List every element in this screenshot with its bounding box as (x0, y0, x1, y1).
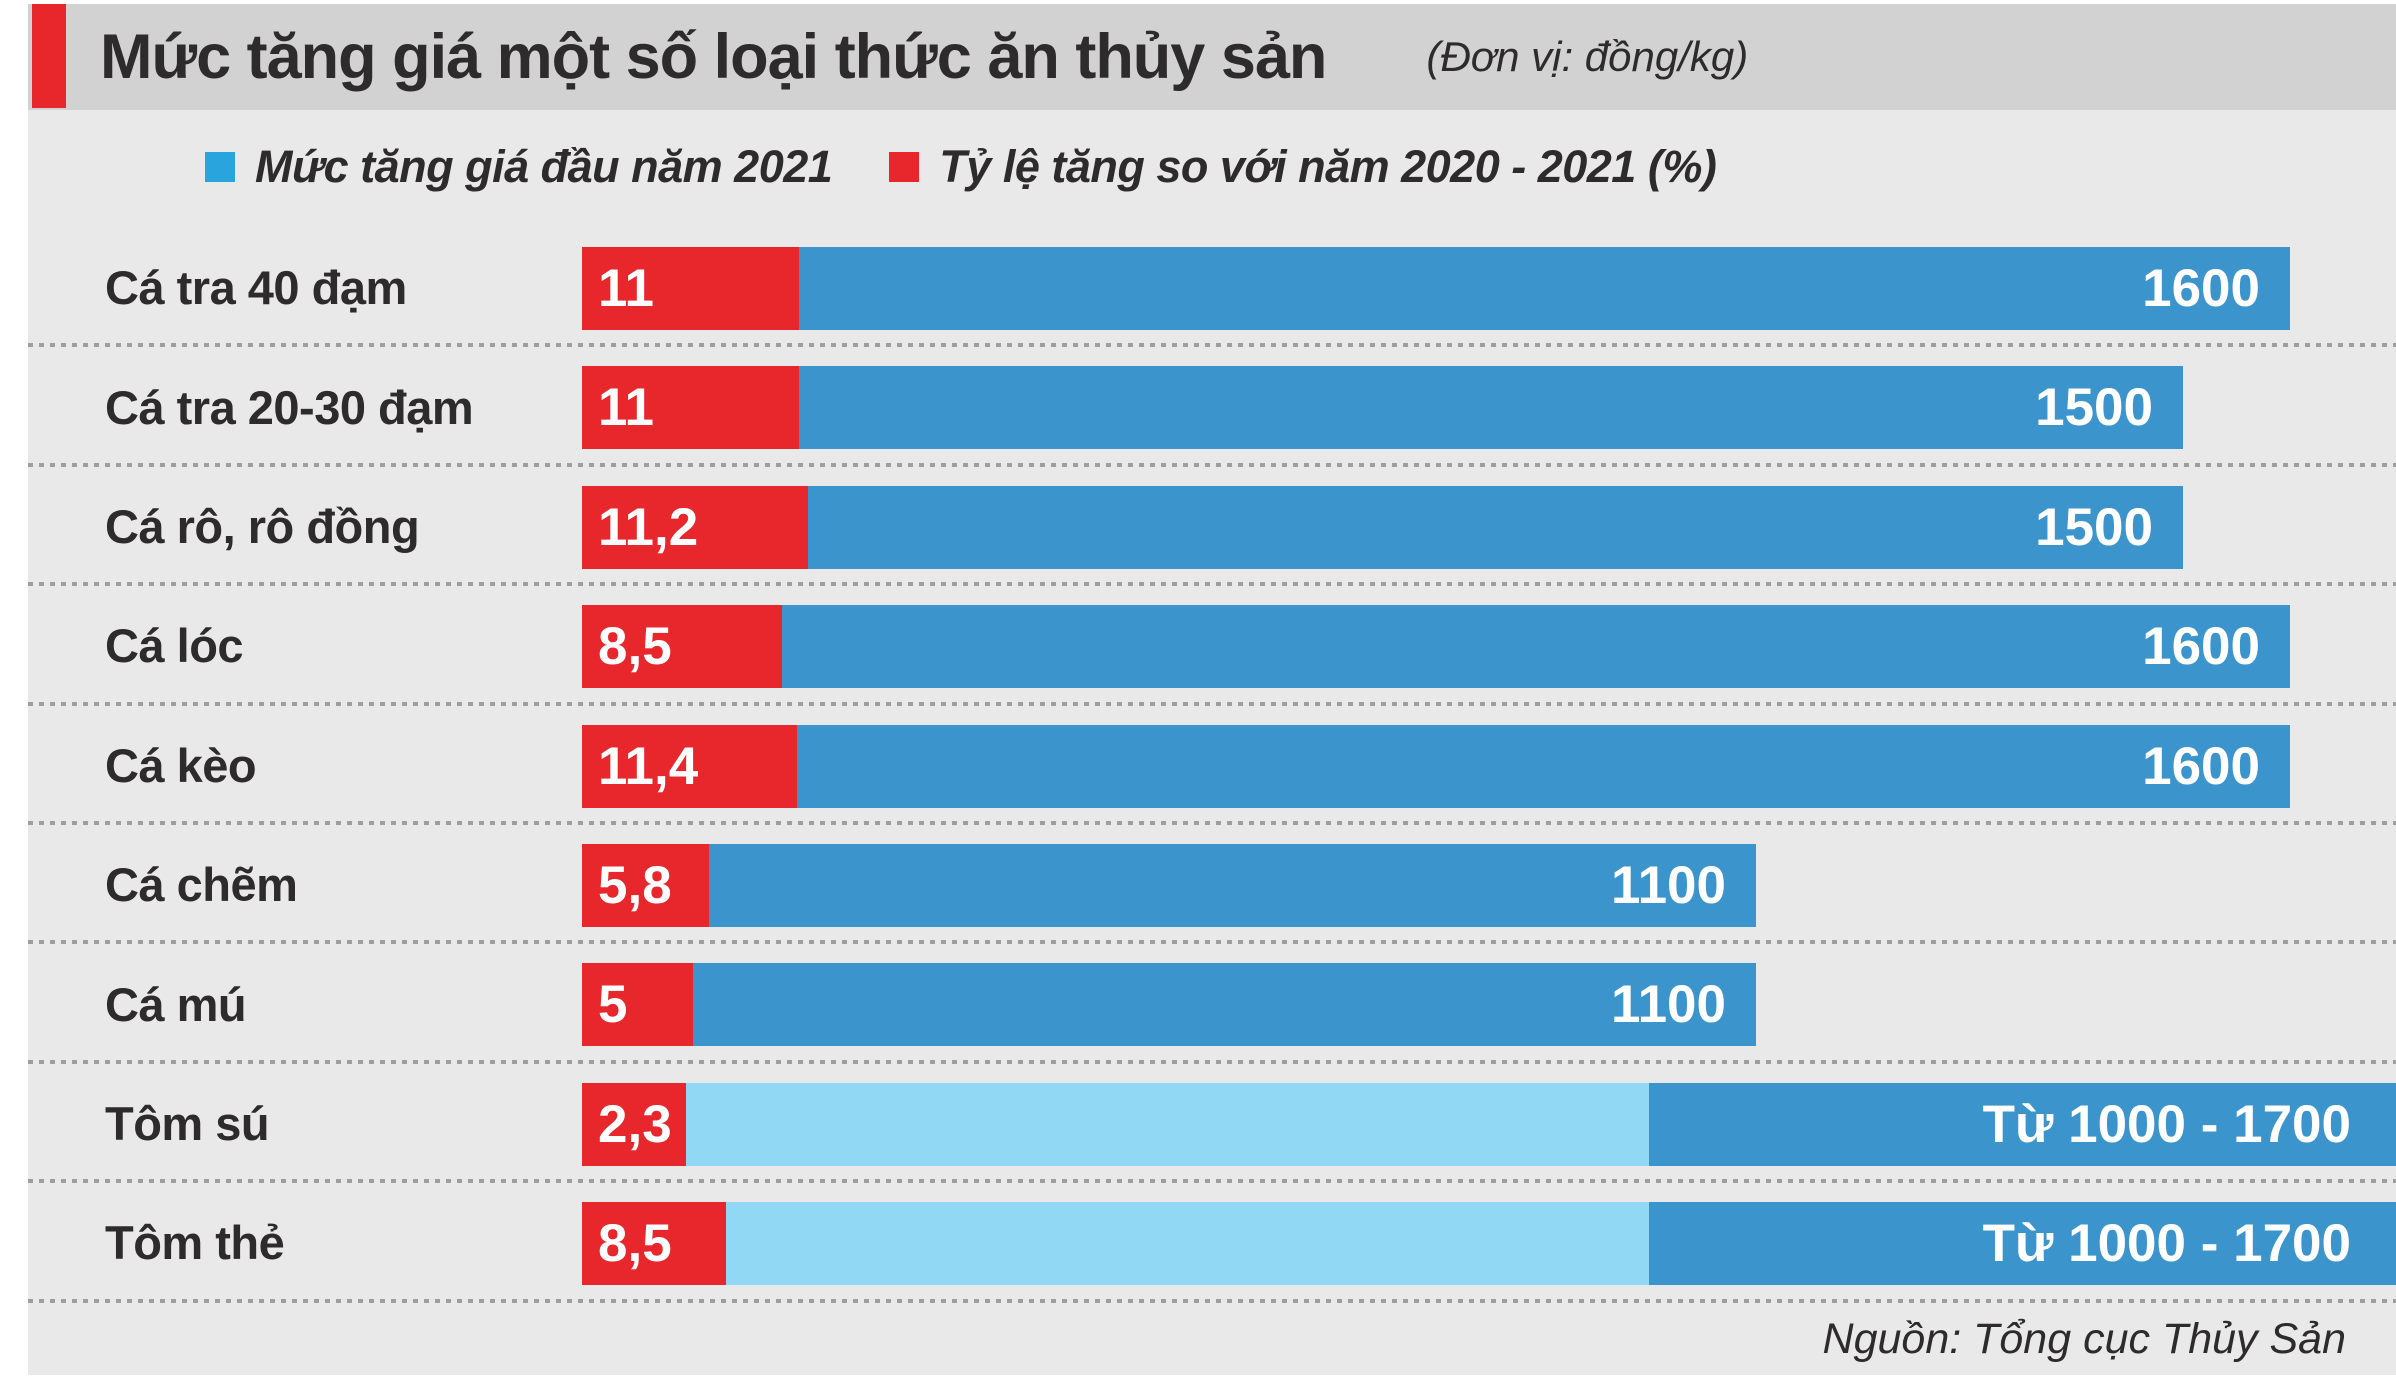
red-legend-swatch (889, 152, 920, 182)
price-bar: Từ 1000 - 1700 (1649, 1082, 2396, 1166)
chart-row: Tôm thẻ 8,5 Từ 1000 - 1700 (28, 1183, 2396, 1303)
chart-row: Cá chẽm 5,8 1100 (28, 825, 2396, 945)
legend-item-price-increase: Mức tăng giá đầu năm 2021 (205, 141, 833, 193)
title-band: Mức tăng giá một số loại thức ăn thủy sả… (28, 4, 2396, 110)
legend-item-pct-increase: Tỷ lệ tăng so với năm 2020 - 2021 (%) (889, 141, 1717, 193)
price-bar: 1100 (709, 843, 1756, 927)
category-label: Cá mú (105, 977, 247, 1031)
price-value: 1600 (2142, 259, 2260, 318)
category-label: Tôm sú (105, 1096, 270, 1150)
page-title: Mức tăng giá một số loại thức ăn thủy sả… (100, 22, 1327, 92)
price-value: 1100 (1611, 975, 1726, 1035)
price-value: Từ 1000 - 1700 (1982, 1214, 2351, 1274)
pct-bar: 11,2 (582, 485, 808, 569)
price-value: 1500 (2035, 497, 2153, 557)
price-value: 1600 (2142, 736, 2260, 796)
price-value: 1100 (1611, 855, 1726, 915)
pct-value: 2,3 (598, 1094, 672, 1154)
price-value: 1600 (2142, 617, 2260, 677)
chart-row: Cá mú 5 1100 (28, 944, 2396, 1065)
legend-label: Tỷ lệ tăng so với năm 2020 - 2021 (%) (939, 141, 1717, 192)
legend-label: Mức tăng giá đầu năm 2021 (255, 141, 833, 192)
pct-value: 5 (598, 975, 628, 1035)
pct-value: 8,5 (598, 1214, 672, 1274)
pct-value: 11 (598, 259, 655, 318)
price-value: 1500 (2035, 378, 2153, 438)
chart-row: Cá tra 40 đạm 11 1600 (28, 228, 2396, 348)
price-bar: 1100 (693, 963, 1756, 1047)
chart-row: Cá kèo 11,4 1600 (28, 706, 2396, 826)
price-bar: 1500 (808, 485, 2183, 569)
pct-value: 11,2 (598, 497, 699, 557)
pct-value: 8,5 (598, 617, 672, 677)
category-label: Cá tra 20-30 đạm (105, 380, 474, 434)
price-bar: 1600 (797, 724, 2290, 808)
pct-bar: 8,5 (582, 605, 782, 689)
category-label: Cá chẽm (105, 858, 298, 912)
source-note: Nguồn: Tổng cục Thủy Sản (1822, 1314, 2346, 1363)
unit-note: (Đơn vị: đồng/kg) (1426, 33, 1749, 80)
pct-bar: 11,4 (582, 724, 797, 808)
chart-row: Tôm sú 2,3 Từ 1000 - 1700 (28, 1064, 2396, 1184)
blue-legend-swatch (205, 152, 235, 182)
pct-bar: 5 (582, 963, 693, 1047)
content-area: Mức tăng giá một số loại thức ăn thủy sả… (28, 4, 2396, 1375)
pct-value: 5,8 (598, 855, 672, 915)
category-label: Tôm thẻ (105, 1216, 285, 1270)
pct-bar: 2,3 (582, 1082, 686, 1166)
price-bar: 1600 (782, 605, 2290, 689)
price-bar-light-segment (726, 1202, 1649, 1286)
category-label: Cá rô, rô đồng (105, 499, 420, 553)
category-label: Cá tra 40 đạm (105, 261, 407, 315)
pct-bar: 5,8 (582, 843, 709, 927)
red-accent-bar (32, 4, 66, 108)
pct-value: 11 (598, 378, 655, 438)
price-bar: Từ 1000 - 1700 (1649, 1202, 2396, 1286)
chart-row: Cá tra 20-30 đạm 11 1500 (28, 347, 2396, 468)
pct-value: 11,4 (598, 736, 699, 796)
pct-bar: 11 (582, 247, 799, 330)
pct-bar: 11 (582, 366, 799, 450)
chart-rows: Cá tra 40 đạm 11 1600 Cá tra 20-30 đạm 1… (28, 228, 2396, 1303)
category-label: Cá lóc (105, 619, 244, 673)
category-label: Cá kèo (105, 738, 257, 792)
chart-row: Cá lóc 8,5 1600 (28, 586, 2396, 706)
price-value: Từ 1000 - 1700 (1982, 1094, 2351, 1154)
price-bar: 1600 (799, 247, 2290, 330)
price-bar: 1500 (799, 366, 2183, 450)
price-bar-light-segment (686, 1082, 1649, 1166)
legend: Mức tăng giá đầu năm 2021 Tỷ lệ tăng so … (205, 132, 1717, 202)
pct-bar: 8,5 (582, 1202, 726, 1286)
chart-row: Cá rô, rô đồng 11,2 1500 (28, 467, 2396, 587)
